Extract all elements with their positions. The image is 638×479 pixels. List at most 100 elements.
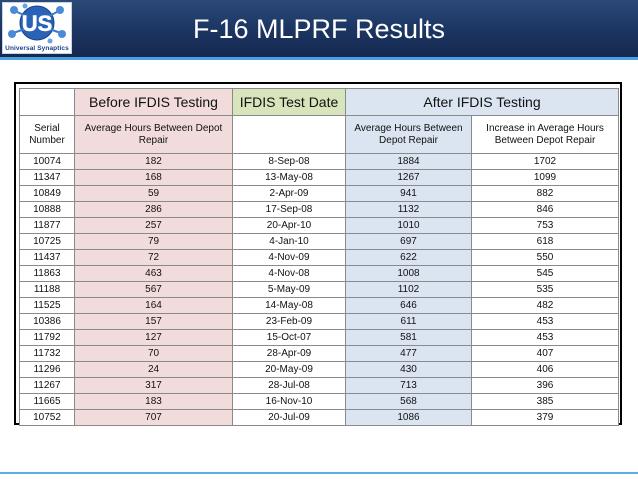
column-header-serial: Serial Number — [19, 115, 75, 154]
cell-serial: 11792 — [19, 329, 75, 346]
table-row: 11347 168 13-May-08 1267 1099 — [19, 169, 620, 186]
cell-serial: 11525 — [19, 297, 75, 314]
cell-increase: 407 — [470, 345, 620, 362]
cell-before-hours: 286 — [74, 201, 233, 218]
cell-before-hours: 257 — [74, 217, 233, 234]
table-row: 11525 164 14-May-08 646 482 — [19, 297, 620, 314]
cell-increase: 846 — [470, 201, 620, 218]
cell-increase: 550 — [470, 249, 620, 266]
cell-serial: 10725 — [19, 233, 75, 250]
group-header-before: Before IFDIS Testing — [74, 88, 233, 116]
cell-serial: 11437 — [19, 249, 75, 266]
cell-before-hours: 157 — [74, 313, 233, 330]
column-header-before-hours: Average Hours Between Depot Repair — [74, 115, 233, 154]
cell-test-date: 2-Apr-09 — [232, 185, 346, 202]
table-row: 11267 317 28-Jul-08 713 396 — [19, 377, 620, 394]
column-header-date — [232, 115, 346, 154]
cell-after-hours: 477 — [345, 345, 472, 362]
cell-before-hours: 317 — [74, 377, 233, 394]
table-row: 10386 157 23-Feb-09 611 453 — [19, 313, 620, 330]
cell-serial: 10849 — [19, 185, 75, 202]
cell-test-date: 16-Nov-10 — [232, 393, 346, 410]
cell-increase: 618 — [470, 233, 620, 250]
cell-before-hours: 24 — [74, 361, 233, 378]
cell-after-hours: 1010 — [345, 217, 472, 234]
table-row: 10725 79 4-Jan-10 697 618 — [19, 233, 620, 250]
cell-test-date: 28-Jul-08 — [232, 377, 346, 394]
cell-test-date: 4-Nov-08 — [232, 265, 346, 282]
cell-after-hours: 611 — [345, 313, 472, 330]
cell-increase: 406 — [470, 361, 620, 378]
cell-serial: 11877 — [19, 217, 75, 234]
cell-test-date: 15-Oct-07 — [232, 329, 346, 346]
cell-test-date: 23-Feb-09 — [232, 313, 346, 330]
cell-before-hours: 182 — [74, 153, 233, 170]
cell-test-date: 20-Jul-09 — [232, 409, 346, 426]
table-row: 11665 183 16-Nov-10 568 385 — [19, 393, 620, 410]
cell-increase: 453 — [470, 329, 620, 346]
slide-title: F-16 MLPRF Results — [192, 14, 446, 44]
cell-increase: 396 — [470, 377, 620, 394]
cell-before-hours: 707 — [74, 409, 233, 426]
cell-serial: 10752 — [19, 409, 75, 426]
results-table: Before IFDIS Testing IFDIS Test Date Aft… — [19, 88, 620, 426]
cell-increase: 379 — [470, 409, 620, 426]
cell-before-hours: 463 — [74, 265, 233, 282]
cell-increase: 385 — [470, 393, 620, 410]
cell-after-hours: 1102 — [345, 281, 472, 298]
cell-after-hours: 646 — [345, 297, 472, 314]
logo-network-icon: US — [8, 3, 66, 44]
cell-before-hours: 183 — [74, 393, 233, 410]
cell-serial: 11665 — [19, 393, 75, 410]
cell-increase: 1702 — [470, 153, 620, 170]
cell-increase: 453 — [470, 313, 620, 330]
cell-serial: 11863 — [19, 265, 75, 282]
cell-serial: 10386 — [19, 313, 75, 330]
cell-before-hours: 127 — [74, 329, 233, 346]
table-row: 10888 286 17-Sep-08 1132 846 — [19, 201, 620, 218]
cell-before-hours: 79 — [74, 233, 233, 250]
table-row: 11732 70 28-Apr-09 477 407 — [19, 345, 620, 362]
cell-test-date: 14-May-08 — [232, 297, 346, 314]
cell-increase: 753 — [470, 217, 620, 234]
group-header-blank — [19, 88, 75, 116]
cell-before-hours: 70 — [74, 345, 233, 362]
slide-header: US Universal Synaptics F-16 MLPRF Result… — [0, 0, 638, 57]
table-row: 11792 127 15-Oct-07 581 453 — [19, 329, 620, 346]
cell-before-hours: 59 — [74, 185, 233, 202]
cell-increase: 482 — [470, 297, 620, 314]
cell-serial: 11267 — [19, 377, 75, 394]
cell-after-hours: 1267 — [345, 169, 472, 186]
header-accent-rule — [0, 57, 638, 60]
group-header-date: IFDIS Test Date — [232, 88, 346, 116]
cell-test-date: 5-May-09 — [232, 281, 346, 298]
cell-serial: 11732 — [19, 345, 75, 362]
cell-after-hours: 941 — [345, 185, 472, 202]
cell-serial: 10074 — [19, 153, 75, 170]
cell-before-hours: 164 — [74, 297, 233, 314]
cell-before-hours: 168 — [74, 169, 233, 186]
cell-after-hours: 1132 — [345, 201, 472, 218]
cell-serial: 11347 — [19, 169, 75, 186]
cell-serial: 11296 — [19, 361, 75, 378]
table-row: 11188 567 5-May-09 1102 535 — [19, 281, 620, 298]
column-header-row: Serial Number Average Hours Between Depo… — [19, 115, 620, 154]
group-header-row: Before IFDIS Testing IFDIS Test Date Aft… — [19, 88, 620, 116]
cell-after-hours: 581 — [345, 329, 472, 346]
cell-after-hours: 1008 — [345, 265, 472, 282]
column-header-after-hours: Average Hours Between Depot Repair — [345, 115, 472, 154]
logo-letters: US — [22, 11, 53, 36]
cell-before-hours: 72 — [74, 249, 233, 266]
cell-test-date: 13-May-08 — [232, 169, 346, 186]
cell-test-date: 8-Sep-08 — [232, 153, 346, 170]
table-row: 10849 59 2-Apr-09 941 882 — [19, 185, 620, 202]
cell-after-hours: 1884 — [345, 153, 472, 170]
cell-increase: 1099 — [470, 169, 620, 186]
logo-company-name: Universal Synaptics — [5, 45, 69, 52]
table-row: 11437 72 4-Nov-09 622 550 — [19, 249, 620, 266]
group-header-after: After IFDIS Testing — [344, 88, 620, 116]
cell-increase: 535 — [470, 281, 620, 298]
cell-after-hours: 1086 — [345, 409, 472, 426]
cell-serial: 10888 — [19, 201, 75, 218]
cell-after-hours: 622 — [345, 249, 472, 266]
